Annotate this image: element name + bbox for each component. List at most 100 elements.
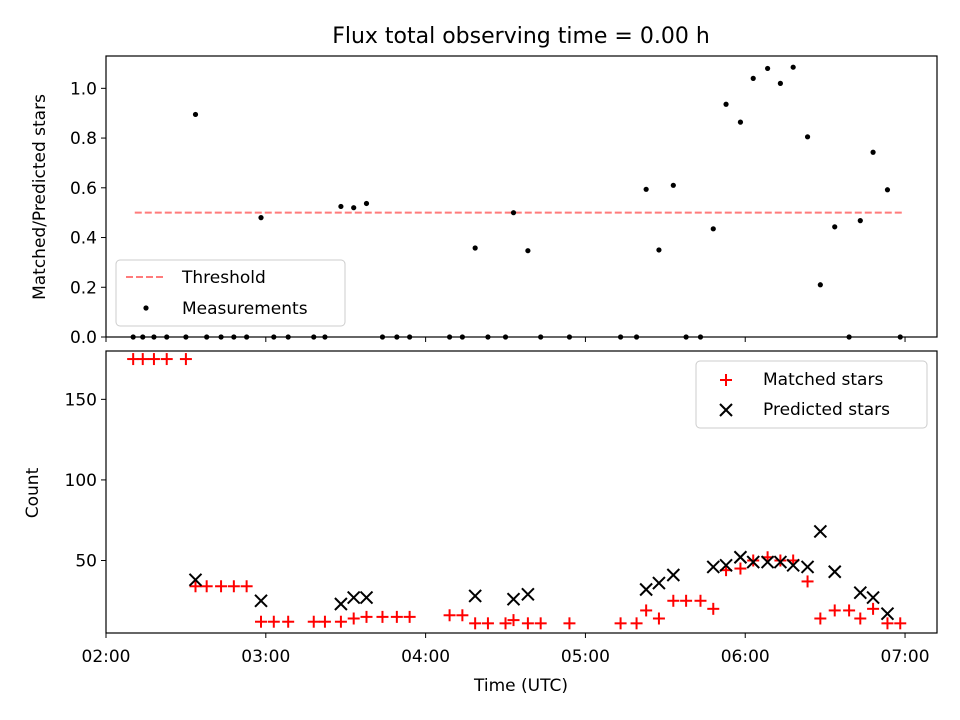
bottom-x-tick-label: 04:00 bbox=[401, 647, 450, 667]
bottom-y-axis: 50 100 150 bbox=[65, 390, 106, 571]
matched-star-point bbox=[307, 615, 320, 628]
matched-star-point bbox=[403, 610, 416, 623]
measurement-point bbox=[510, 210, 517, 216]
top-y-tick-label: 0.8 bbox=[70, 129, 97, 149]
matched-star-point bbox=[147, 353, 160, 366]
matched-star-point bbox=[640, 604, 653, 617]
measurement-point bbox=[192, 111, 199, 118]
legend-measurements-label: Measurements bbox=[182, 299, 308, 319]
predicted-star-point bbox=[773, 555, 788, 569]
measurement-point bbox=[817, 282, 823, 288]
top-y-axis-label: Matched/Predicted stars bbox=[30, 94, 50, 300]
matched-star-point bbox=[443, 609, 456, 622]
predicted-star-point bbox=[666, 568, 681, 582]
predicted-star-point bbox=[188, 573, 203, 587]
predicted-star-point bbox=[760, 555, 775, 569]
top-legend-box bbox=[115, 259, 346, 327]
bottom-x-axis: 02:00 03:00 04:00 05:00 06:00 07:00 bbox=[82, 633, 930, 667]
matched-star-point bbox=[843, 604, 856, 617]
legend-measurements-swatch bbox=[143, 305, 149, 311]
top-y-axis: 0.0 0.2 0.4 0.6 0.8 1.0 bbox=[70, 79, 106, 348]
matched-star-point bbox=[881, 617, 894, 630]
bottom-legend-box bbox=[695, 360, 928, 429]
predicted-star-point bbox=[866, 590, 880, 605]
measurement-point bbox=[804, 134, 811, 140]
matched-star-point bbox=[801, 575, 814, 588]
measurement-point bbox=[723, 101, 729, 107]
matched-star-point bbox=[240, 580, 253, 593]
bottom-y-tick-label: 50 bbox=[75, 551, 97, 571]
measurement-point bbox=[656, 247, 662, 253]
predicted-star-point bbox=[853, 586, 867, 600]
measurement-point bbox=[790, 64, 796, 70]
matched-star-point bbox=[390, 610, 403, 623]
predicted-star-point bbox=[733, 550, 748, 564]
matched-star-point bbox=[854, 612, 867, 625]
measurement-point bbox=[870, 149, 876, 155]
bottom-x-tick-label: 02:00 bbox=[82, 647, 131, 667]
bottom-x-tick-label: 05:00 bbox=[561, 647, 610, 667]
measurement-point bbox=[258, 215, 264, 221]
matched-star-point bbox=[707, 602, 720, 615]
measurement-point bbox=[363, 200, 370, 207]
matched-star-point bbox=[507, 614, 520, 627]
x-axis-label: Time (UTC) bbox=[473, 676, 568, 696]
matched-star-point bbox=[456, 609, 469, 622]
matched-star-point bbox=[267, 615, 280, 628]
matched-star-point bbox=[255, 615, 268, 628]
legend-predicted-swatch bbox=[719, 403, 733, 417]
bottom-x-tick-label: 07:00 bbox=[881, 647, 930, 667]
matched-star-point bbox=[867, 602, 880, 615]
matched-star-point bbox=[360, 610, 373, 623]
predicted-star-point bbox=[719, 558, 733, 573]
matched-star-point bbox=[652, 612, 665, 625]
legend-matched-label: Matched stars bbox=[763, 370, 883, 390]
predicted-star-point bbox=[468, 589, 482, 603]
top-legend: Threshold Measurements bbox=[115, 259, 346, 327]
matched-star-point bbox=[680, 594, 693, 607]
predicted-star-point bbox=[506, 592, 521, 606]
top-x-axis bbox=[105, 337, 906, 342]
matched-star-point bbox=[828, 604, 841, 617]
matched-star-point bbox=[189, 580, 202, 593]
top-axes-frame bbox=[105, 55, 938, 338]
predicted-star-point bbox=[880, 606, 895, 621]
matched-star-point bbox=[215, 580, 228, 593]
chart-title: Flux total observing time = 0.00 h bbox=[332, 24, 710, 49]
matched-star-point bbox=[160, 353, 173, 366]
top-y-tick-label: 1.0 bbox=[70, 79, 97, 99]
measurements-panel: Flux total observing time = 0.00 h Match… bbox=[30, 24, 938, 348]
matched-star-point bbox=[481, 617, 494, 630]
predicted-star-point bbox=[813, 524, 828, 539]
bottom-y-tick-label: 100 bbox=[65, 471, 97, 491]
measurement-point bbox=[737, 119, 744, 125]
predicted-star-point bbox=[652, 576, 666, 590]
matched-star-point bbox=[894, 617, 907, 630]
measurement-point bbox=[884, 187, 891, 193]
top-plot-area bbox=[130, 64, 903, 340]
legend-matched-swatch bbox=[720, 374, 732, 386]
top-y-tick-label: 0.6 bbox=[70, 179, 97, 199]
matched-star-point bbox=[334, 615, 347, 628]
measurement-point bbox=[777, 80, 783, 86]
measurement-point bbox=[670, 182, 676, 188]
matched-star-point bbox=[534, 617, 547, 630]
predicted-star-point bbox=[786, 558, 800, 573]
matched-star-point bbox=[200, 580, 213, 593]
matched-star-point bbox=[734, 562, 747, 575]
matched-star-point bbox=[282, 615, 295, 628]
measurement-point bbox=[338, 203, 344, 210]
bottom-x-tick-label: 03:00 bbox=[241, 647, 290, 667]
top-y-tick-label: 0.2 bbox=[70, 278, 97, 298]
predicted-star-point bbox=[521, 587, 535, 602]
predicted-star-point bbox=[639, 582, 653, 597]
measurement-point bbox=[472, 245, 478, 251]
predicted-star-point bbox=[706, 560, 720, 574]
matched-star-point bbox=[347, 612, 360, 625]
matched-star-point bbox=[694, 594, 707, 607]
predicted-star-point bbox=[800, 560, 815, 574]
measurement-point bbox=[832, 224, 838, 230]
bottom-axes-frame bbox=[105, 350, 938, 634]
matched-star-point bbox=[376, 610, 389, 623]
